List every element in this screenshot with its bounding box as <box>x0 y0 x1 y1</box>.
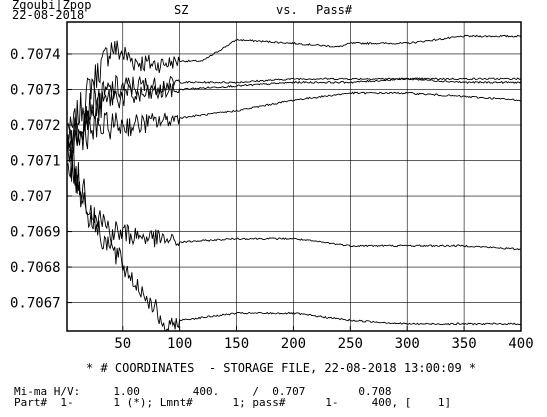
y-tick-label: 0.7074 <box>10 47 61 63</box>
y-tick-label: 0.7067 <box>10 296 61 312</box>
grid <box>67 22 522 331</box>
x-tick-label: 400 <box>508 336 533 352</box>
series-line-4 <box>66 91 521 153</box>
particle-readout: Part# 1- 1 (*); Lmnt# 1; pass# 1- 400, [… <box>14 396 452 409</box>
x-tick-label: 50 <box>114 336 131 352</box>
y-tick-label: 0.707 <box>10 189 52 205</box>
x-tick-label: 300 <box>395 336 420 352</box>
x-tick-label: 250 <box>338 336 363 352</box>
y-tick-label: 0.7071 <box>10 154 61 170</box>
series-line-6 <box>66 151 522 332</box>
run-date: 22-08-2018 <box>12 8 85 22</box>
program-title: Zgoubi|Zpop <box>12 0 92 12</box>
x-tick-label: 200 <box>281 336 306 352</box>
x-tick-label: 150 <box>224 336 249 352</box>
tick-labels: 50 100 150 200 250 300 350 400 0.7067 0.7068 0.706… <box>10 47 534 352</box>
series-line-2 <box>66 74 522 152</box>
storage-caption: * # COORDINATES - STORAGE FILE, 22-08-20… <box>86 361 477 375</box>
series-layer <box>66 34 522 332</box>
series-line-1 <box>66 34 522 148</box>
x-tick-label: 100 <box>167 336 192 352</box>
plot-frame <box>66 21 522 332</box>
y-tick-label: 0.7072 <box>10 118 61 134</box>
x-tick-label: 350 <box>451 336 476 352</box>
series-line-5 <box>66 139 521 251</box>
vs-label: vs. <box>276 3 298 17</box>
y-variable-label: SZ <box>174 3 189 17</box>
x-variable-label: Pass# <box>316 3 353 17</box>
min-max-readout: Mi-ma H/V: 1.00 400. / 0.707 0.708 <box>14 385 392 398</box>
series-line-3 <box>66 77 522 153</box>
y-tick-label: 0.7069 <box>10 225 61 241</box>
y-tick-label: 0.7073 <box>10 82 61 98</box>
y-tick-label: 0.7068 <box>10 260 61 276</box>
tick-marks <box>67 53 522 331</box>
